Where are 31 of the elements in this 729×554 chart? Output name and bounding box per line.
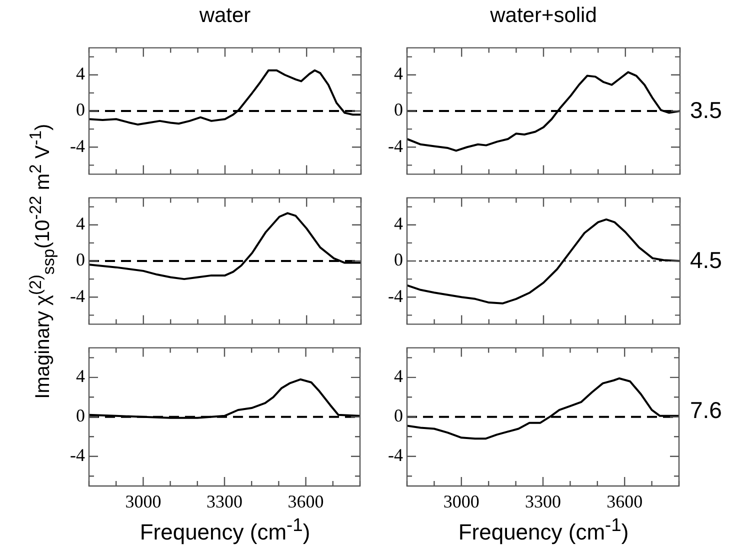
y-tick-label: 0 xyxy=(76,250,85,270)
text: 4.5 xyxy=(690,247,722,274)
y-tick-label: -4 xyxy=(70,136,85,156)
y-tick-label: -4 xyxy=(70,286,85,306)
x-tick-label: 3600 xyxy=(288,492,324,512)
chart-title: water xyxy=(198,4,252,28)
text: 3.5 xyxy=(690,97,722,124)
y-tick-label: 4 xyxy=(76,64,85,84)
y-tick-label: -4 xyxy=(388,286,403,306)
x-tick-label: 3300 xyxy=(525,492,561,512)
text: 7.6 xyxy=(690,397,722,424)
x-axis-title: Frequency (cm$^{-1}$) xyxy=(457,514,630,546)
y-tick-label: 4 xyxy=(76,366,85,386)
y-tick-label: 4 xyxy=(394,64,403,84)
y-tick-label: 0 xyxy=(76,406,85,426)
y-tick-label: 0 xyxy=(394,406,403,426)
y-tick-label: 0 xyxy=(76,100,85,120)
y-tick-label: -4 xyxy=(388,136,403,156)
y-tick-label: -4 xyxy=(70,445,85,466)
y-tick-label: -4 xyxy=(388,445,403,466)
x-tick-label: 3000 xyxy=(443,492,480,512)
x-tick-label: 3300 xyxy=(206,492,242,512)
y-tick-label: 4 xyxy=(394,366,403,386)
y-tick-label: 4 xyxy=(394,214,403,234)
chart-title: water+solid xyxy=(489,4,598,28)
x-axis-title: Frequency (cm$^{-1}$) xyxy=(138,514,312,546)
y-tick-label: 0 xyxy=(394,100,403,120)
y-tick-label: 0 xyxy=(394,250,403,270)
x-tick-label: 3600 xyxy=(606,492,643,512)
y-tick-label: 4 xyxy=(76,214,85,234)
x-tick-label: 3000 xyxy=(125,492,162,512)
